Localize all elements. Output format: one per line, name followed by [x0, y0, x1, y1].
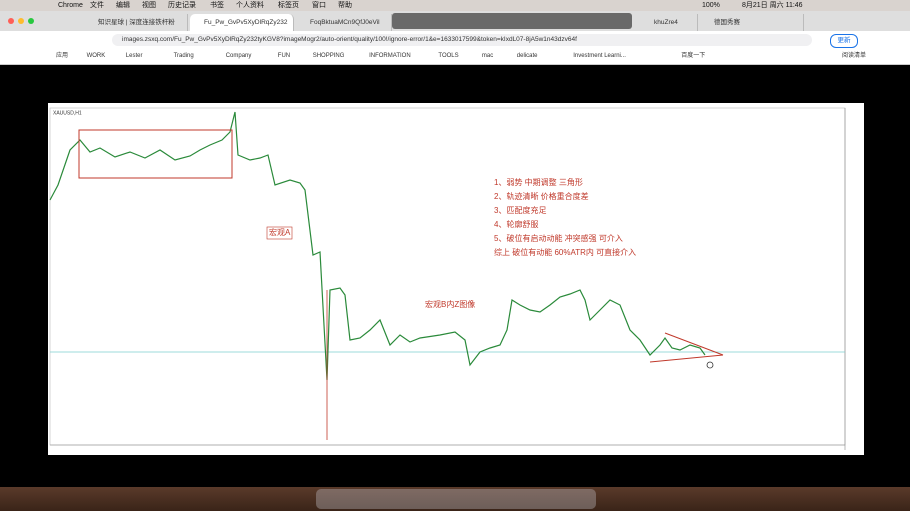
menu-bar: Chrome 100% 8月21日 周六 11:46 文件 编辑 视图 历史记录 书签 个… [0, 0, 910, 11]
bookmark[interactable]: WORK [86, 53, 106, 59]
bookmark[interactable]: Lester [125, 53, 143, 59]
bookmark[interactable]: Company [225, 53, 252, 59]
bookmark[interactable]: delicate [516, 53, 538, 59]
macro-a-label: 宏观A [269, 227, 291, 237]
triangle-upper [664, 332, 724, 356]
menu-item[interactable]: 编辑 [116, 2, 130, 9]
tab[interactable]: Fu_Pw_GvPv5XyDlRqZy232 [190, 14, 294, 31]
close-button[interactable] [8, 18, 14, 24]
bookmarks-bar: 阅读清单 应用 WORK Lester Trading Company FUN SHOPPI… [0, 49, 910, 65]
plot-frame [49, 107, 846, 446]
minimize-button[interactable] [18, 18, 24, 24]
macro-b-label: 宏观B内Z图像 [425, 299, 475, 309]
note: 5、破位有启动动能 冲突感强 可介入 [494, 233, 623, 243]
bookmark[interactable]: TOOLS [438, 53, 459, 59]
range-box [78, 129, 233, 179]
annotation-toolbar[interactable] [392, 13, 632, 29]
bookmark[interactable]: SHOPPING [312, 53, 345, 59]
note: 2、轨迹清晰 价格重合度差 [494, 191, 589, 201]
note: 3、匹配度充足 [494, 205, 546, 215]
zoom-button[interactable] [28, 18, 34, 24]
update-button[interactable]: 更新 [830, 34, 858, 48]
tab-bar: 知识星球 | 深度连接铁杆粉 Fu_Pw_GvPv5XyDlRqZy232 FoqB… [0, 11, 910, 31]
menu-item[interactable]: 历史记录 [168, 2, 196, 9]
price-path [49, 111, 706, 381]
app-name[interactable]: Chrome [58, 2, 83, 9]
bookmark[interactable]: INFORMATION [369, 53, 411, 59]
bookmark[interactable]: Trading [173, 53, 194, 59]
bookmark[interactable]: mac [481, 53, 494, 59]
note: 4、轮廓舒服 [494, 219, 538, 229]
menu-item[interactable]: 标签页 [278, 2, 299, 9]
nav-bar: images.zsxq.com/Fu_Pw_GvPv5XyDlRqZy232ty… [0, 31, 910, 49]
dock[interactable] [316, 489, 596, 509]
tab[interactable]: 知识星球 | 深度连接铁杆粉 [84, 14, 188, 31]
menu-item[interactable]: 帮助 [338, 2, 352, 9]
cursor [706, 361, 714, 369]
bookmark[interactable]: 应用 [56, 53, 69, 59]
menu-item[interactable]: 视图 [142, 2, 156, 9]
battery: 100% [702, 2, 720, 9]
chart-image [48, 103, 864, 455]
note: 综上 破位有动能 60%ATR内 可直接介入 [494, 247, 636, 257]
bookmark[interactable]: 百度一下 [681, 53, 706, 59]
address-bar[interactable]: images.zsxq.com/Fu_Pw_GvPv5XyDlRqZy232ty… [112, 34, 812, 46]
tab[interactable]: khuZre4 [640, 14, 698, 31]
macro-a-box [266, 226, 293, 240]
dock-area [0, 487, 910, 511]
reading-list[interactable]: 阅读清单 [842, 53, 867, 59]
notes: 1、弱势 中期调整 三角形 2、轨迹清晰 价格重合度差 3、匹配度充足 4、轮廓舒服 5… [494, 177, 636, 257]
symbol-label: XAUUSD,H1 [53, 110, 82, 116]
menu-item[interactable]: 个人资料 [236, 2, 264, 9]
tab[interactable]: FoqBktuaMCn9QfJ0eVil [296, 14, 392, 31]
tab[interactable]: 德国秀赛 [700, 14, 804, 31]
bookmark[interactable]: Investment Learni... [573, 53, 626, 59]
menu-item[interactable]: 窗口 [312, 2, 326, 9]
bookmark[interactable]: FUN [277, 53, 291, 59]
menu-item[interactable]: 文件 [90, 2, 104, 9]
menu-item[interactable]: 书签 [210, 2, 224, 9]
triangle-lower [649, 354, 724, 363]
clock: 8月21日 周六 11:46 [742, 2, 803, 9]
note: 1、弱势 中期调整 三角形 [494, 177, 583, 187]
